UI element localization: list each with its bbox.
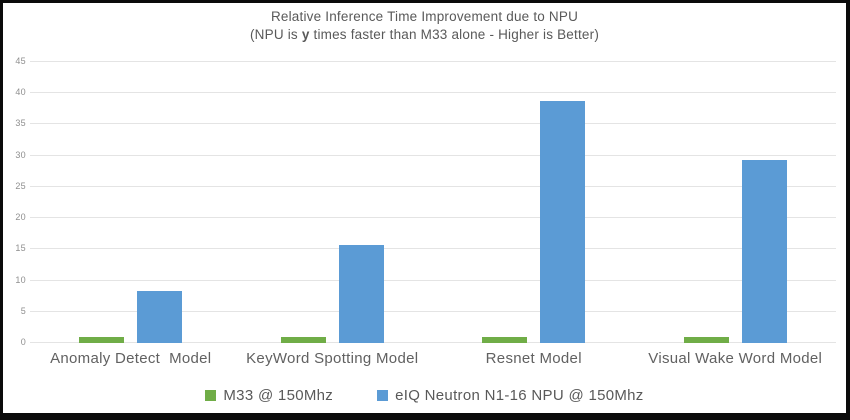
gridline-5 (30, 310, 836, 312)
bar-group-keyword-spotting-model (232, 62, 434, 343)
y-tick-label-0: 0 (20, 337, 26, 347)
m33-150mhz-bar-anomaly-detect-model (79, 336, 125, 343)
legend-swatch-icon (377, 390, 389, 401)
eiq-neutron-n1-16-npu-150mhz-bar-anomaly-detect-model (137, 290, 183, 343)
y-tick-label-5: 5 (20, 305, 26, 316)
bar-group-visual-wake-word-model (635, 62, 837, 343)
bars-layer (30, 62, 836, 343)
gridline-25 (30, 185, 836, 187)
eiq-neutron-n1-16-npu-150mhz-bar-resnet-model (540, 101, 586, 343)
bar-group-resnet-model (433, 62, 635, 343)
gridline-30 (30, 154, 836, 156)
chart-title: Relative Inference Time Improvement due … (270, 9, 579, 24)
x-axis-labels: Anomaly Detect Model KeyWord Spotting Mod… (30, 350, 836, 367)
legend-item-m33-150mhz: M33 @ 150Mhz (205, 387, 333, 404)
legend: M33 @ 150Mhz eIQ Neutron N1-16 NPU @ 150M… (3, 387, 846, 404)
category-label-keyword-spotting-model: KeyWord Spotting Model (246, 350, 419, 367)
gridline-35 (30, 123, 836, 125)
category-label-visual-wake-word-model: Visual Wake Word Model (648, 350, 823, 367)
y-tick-label-10: 10 (15, 274, 26, 285)
subtitle-bold-y: y (301, 27, 310, 42)
legend-item-eiq-neutron-n1-16-npu-150mhz: eIQ Neutron N1-16 NPU @ 150Mhz (377, 387, 644, 404)
gridline-45 (30, 61, 836, 62)
gridline-15 (30, 248, 836, 250)
gridline-20 (30, 217, 836, 219)
y-tick-label-40: 40 (15, 87, 26, 98)
gridline-10 (30, 279, 836, 281)
y-tick-label-20: 20 (15, 212, 26, 223)
eiq-neutron-n1-16-npu-150mhz-bar-visual-wake-word-model (741, 160, 787, 343)
plot-area: 0 5 10 15 20 25 30 35 40 45 (15, 56, 836, 347)
m33-150mhz-bar-resnet-model (482, 336, 528, 343)
m33-150mhz-bar-visual-wake-word-model (683, 336, 729, 343)
y-tick-label-35: 35 (15, 118, 26, 129)
category-label-anomaly-detect-model: Anomaly Detect Model (50, 350, 212, 367)
legend-label: M33 @ 150Mhz (223, 387, 334, 404)
y-tick-label-45: 45 (15, 56, 26, 66)
gridline-40 (30, 92, 836, 94)
m33-150mhz-bar-keyword-spotting-model (280, 336, 326, 343)
y-tick-label-15: 15 (15, 243, 26, 254)
y-tick-label-25: 25 (15, 180, 26, 191)
legend-label: eIQ Neutron N1-16 NPU @ 150Mhz (395, 387, 644, 404)
subtitle-suffix: times faster than M33 alone - Higher is … (313, 27, 600, 42)
bar-group-anomaly-detect-model (30, 62, 232, 343)
eiq-neutron-n1-16-npu-150mhz-bar-keyword-spotting-model (338, 245, 384, 343)
y-tick-label-30: 30 (15, 149, 26, 160)
legend-swatch-icon (205, 390, 217, 401)
category-label-resnet-model: Resnet Model (485, 350, 582, 367)
subtitle-prefix: (NPU is (249, 27, 298, 42)
gridline-0 (30, 342, 836, 343)
chart-subtitle: (NPU is y times faster than M33 alone - … (3, 26, 846, 44)
chart-title-block: Relative Inference Time Improvement due … (3, 8, 846, 44)
